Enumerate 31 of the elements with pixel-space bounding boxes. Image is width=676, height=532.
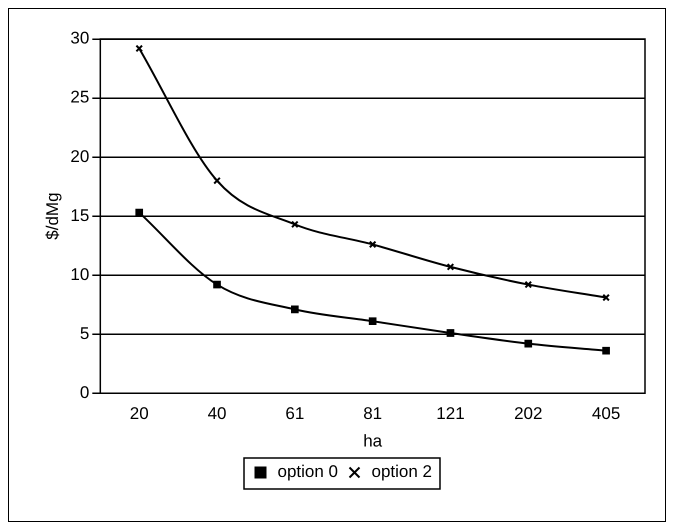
y-axis-title: $/dMg: [42, 192, 62, 240]
point: [446, 329, 454, 337]
point: [135, 208, 144, 216]
x-tick-label: 121: [436, 404, 465, 424]
x-tick-label: 405: [592, 404, 620, 424]
x-axis-title: ha: [363, 431, 383, 450]
point: [213, 280, 221, 288]
x-tick-label: 61: [285, 404, 304, 424]
legend-label: option 2: [372, 462, 432, 482]
y-tick-label: 20: [70, 146, 90, 166]
y-tick-label: 25: [70, 88, 90, 107]
y-tick-label: 30: [70, 28, 90, 48]
point: [291, 306, 299, 314]
y-tick-label: 15: [70, 206, 90, 225]
point: [524, 340, 532, 348]
y-tick-label: 0: [80, 382, 90, 402]
point: [524, 280, 532, 288]
legend-label: option 0: [278, 462, 338, 482]
x-tick-label: 202: [514, 404, 542, 424]
x-tick-label: 81: [363, 404, 382, 424]
point: [291, 220, 299, 228]
point: [213, 176, 221, 185]
y-tick-label: 5: [80, 324, 90, 343]
point: [368, 240, 376, 248]
y-tick-label: 10: [70, 264, 90, 284]
x-tick-label: 40: [208, 404, 226, 424]
point: [602, 346, 610, 355]
point: [135, 44, 144, 52]
point: [368, 317, 376, 326]
x-tick-label: 20: [130, 404, 149, 424]
point: [446, 263, 454, 271]
